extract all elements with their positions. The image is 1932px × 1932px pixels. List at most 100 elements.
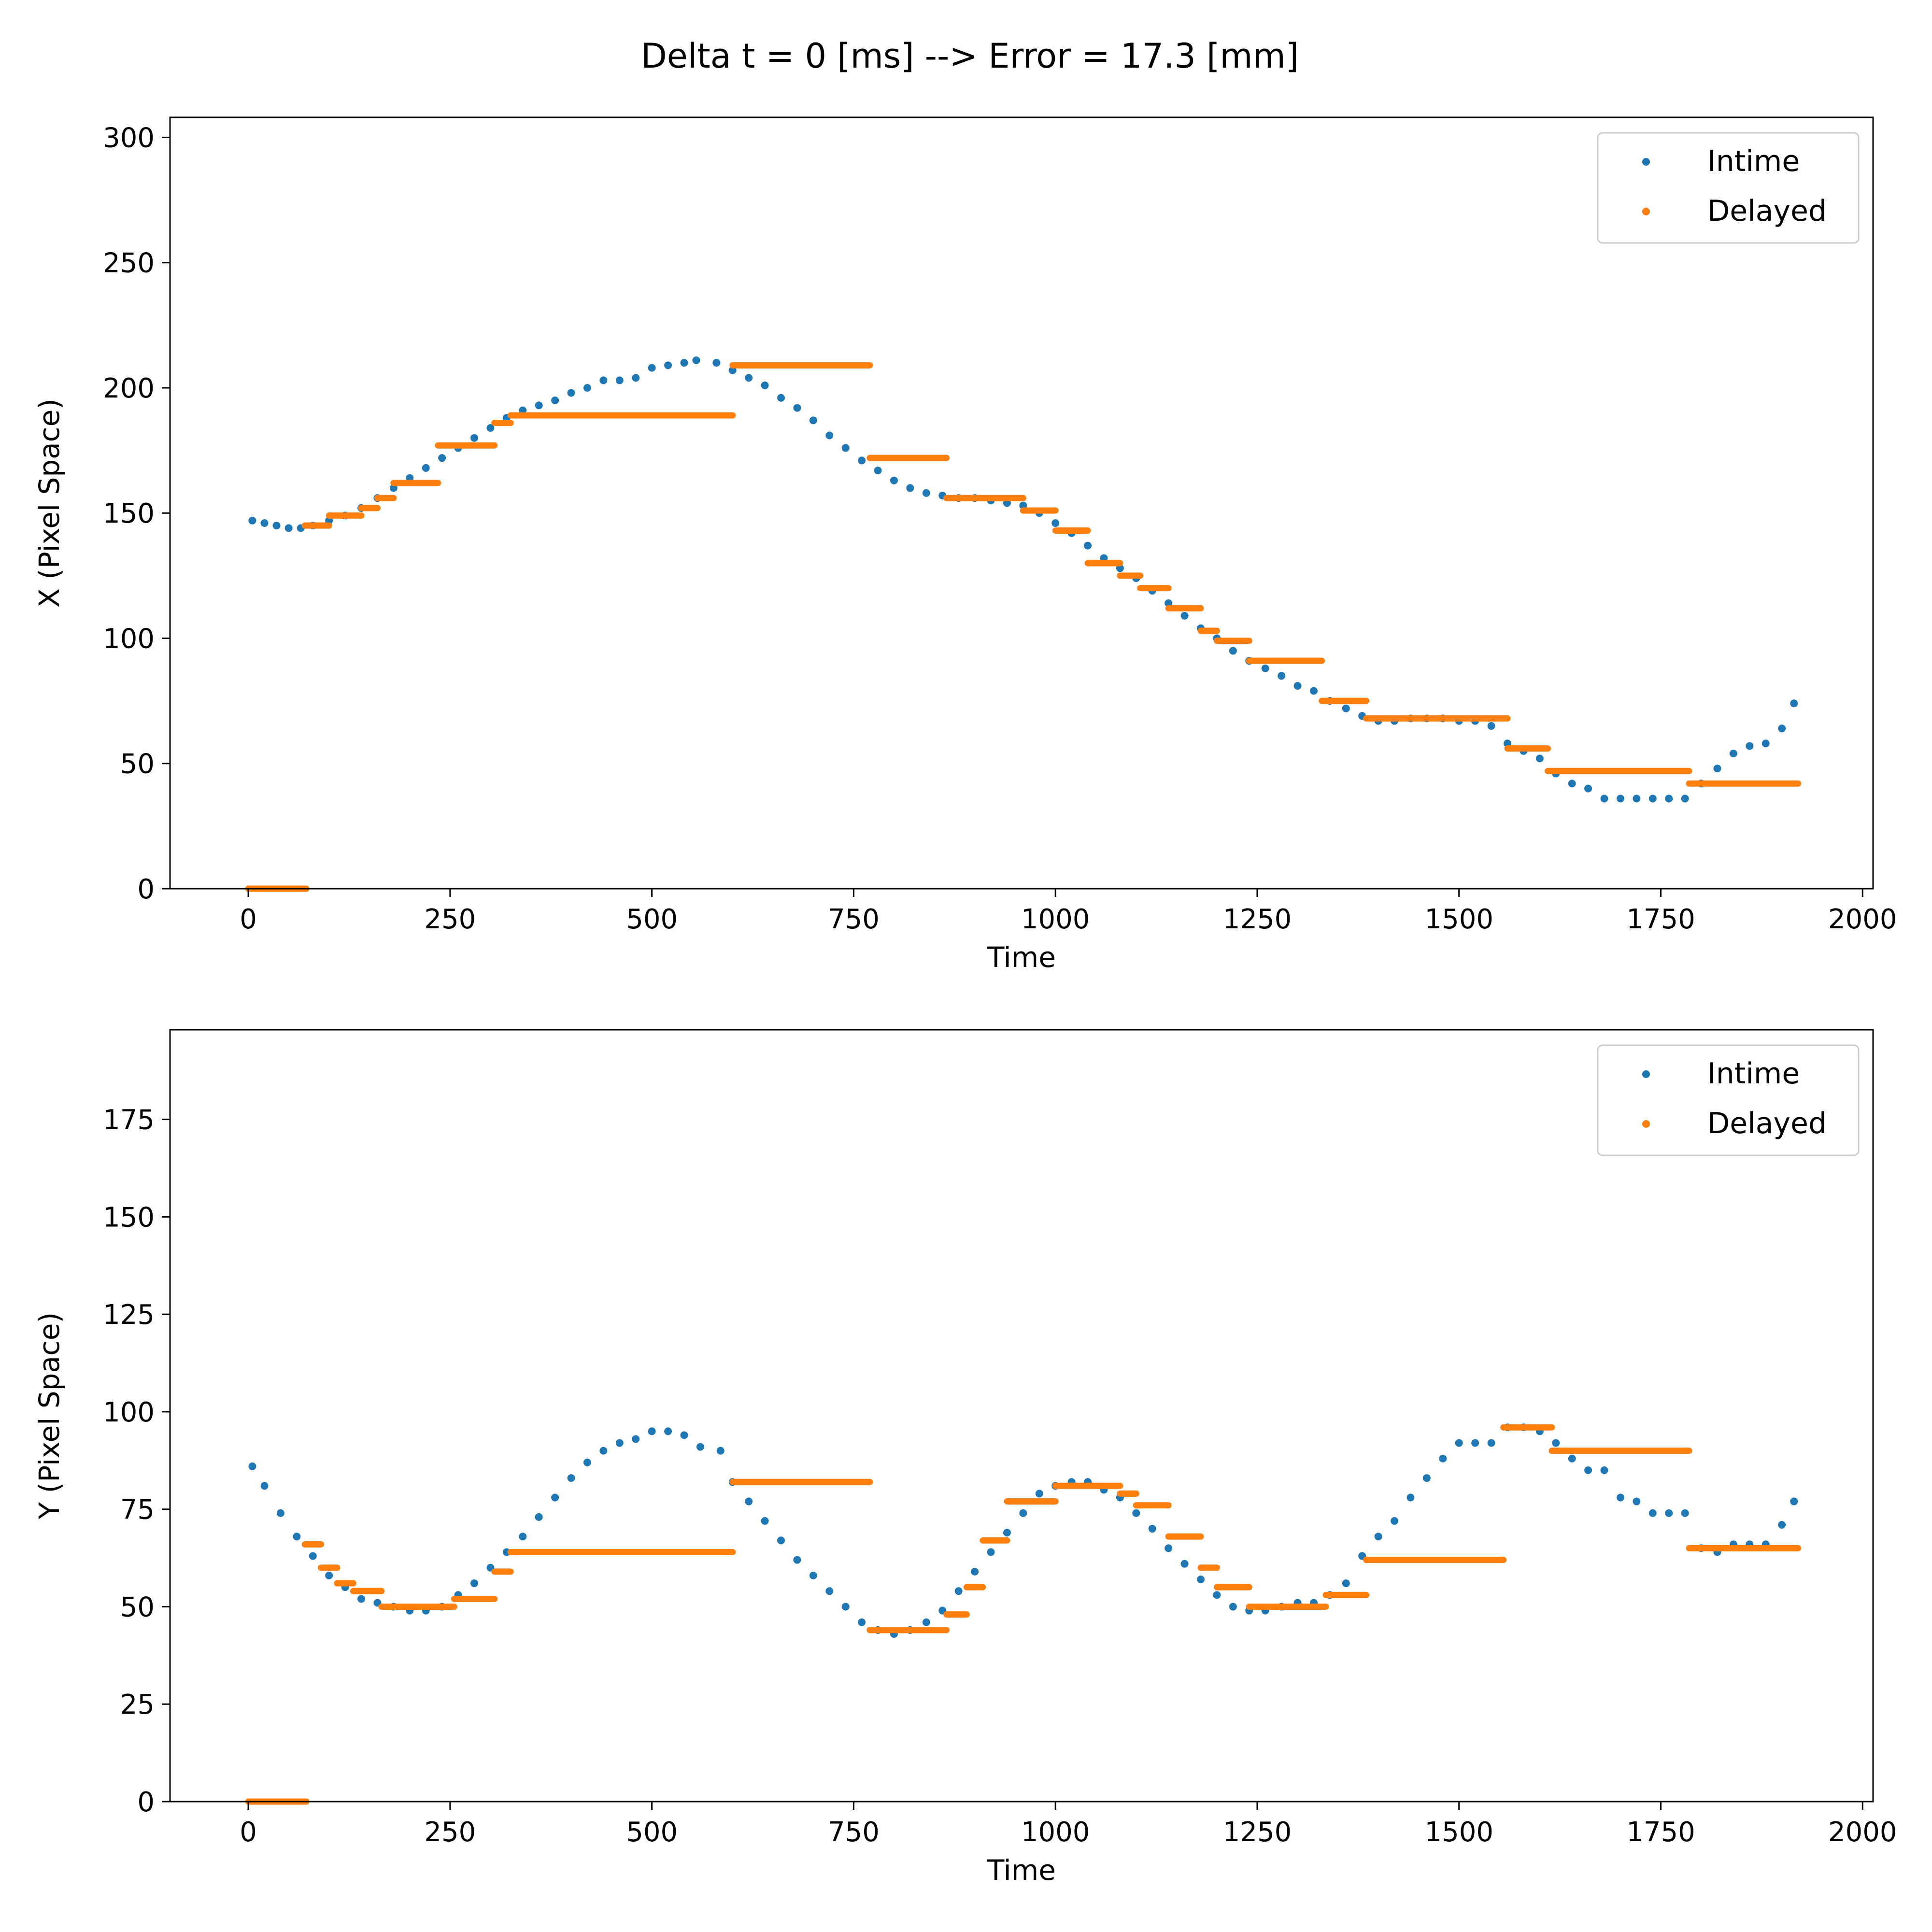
intime-point: [1229, 647, 1237, 655]
intime-point: [1422, 1474, 1431, 1482]
intime-point: [648, 1427, 656, 1435]
y-tick-label: 25: [120, 1689, 155, 1720]
intime-point: [1648, 1509, 1657, 1517]
legend-delayed-label: Delayed: [1707, 1107, 1827, 1140]
y-tick-label: 100: [103, 623, 155, 654]
legend-box: [1597, 1044, 1860, 1156]
legend-delayed-label: Delayed: [1707, 194, 1827, 228]
intime-point: [632, 374, 640, 382]
intime-point: [1342, 1579, 1350, 1588]
intime-point: [971, 1567, 979, 1576]
intime-point: [1584, 784, 1592, 793]
x-tick-label: 750: [828, 904, 880, 935]
intime-point: [470, 434, 479, 442]
intime-point: [583, 1458, 591, 1466]
intime-point: [1616, 1493, 1624, 1502]
intime-point: [260, 1482, 269, 1490]
y-tick-label: 200: [103, 373, 155, 404]
intime-point: [745, 374, 753, 382]
intime-point: [272, 522, 281, 530]
intime-point: [1278, 672, 1286, 680]
intime-point: [664, 1427, 672, 1435]
intime-point: [696, 1443, 704, 1451]
intime-point: [1552, 1439, 1560, 1447]
intime-point: [260, 519, 269, 527]
legend-intime-marker: [1642, 1070, 1650, 1078]
y-tick-label: 150: [103, 498, 155, 529]
intime-point: [1391, 1517, 1399, 1525]
intime-point: [777, 394, 785, 402]
x-tick-label: 1750: [1626, 904, 1695, 935]
intime-point: [309, 1552, 317, 1560]
intime-point: [712, 359, 721, 367]
intime-point: [551, 1493, 559, 1502]
x-tick-label: 250: [424, 1817, 476, 1848]
intime-point: [1648, 795, 1657, 803]
axes-frame: [169, 116, 1874, 890]
intime-point: [906, 484, 914, 492]
x-tick-label: 1000: [1021, 1817, 1090, 1848]
intime-point: [1487, 1439, 1495, 1447]
y-tick-label: 150: [103, 1202, 155, 1233]
x-tick-label: 2000: [1828, 1817, 1897, 1848]
intime-point: [599, 376, 608, 384]
intime-point: [599, 1447, 608, 1455]
intime-point: [1681, 1509, 1689, 1517]
intime-point: [1132, 1509, 1140, 1517]
intime-point: [777, 1536, 785, 1545]
intime-point: [1600, 795, 1608, 803]
intime-point: [858, 456, 866, 465]
y-axis-label: Y (Pixel Space): [33, 1312, 66, 1520]
intime-point: [809, 416, 817, 425]
intime-point: [1003, 1529, 1011, 1537]
x-position-axes: 0 250 500 750 1000 1250 1500 1750 2000 0 50 100 150 2…: [33, 116, 1897, 974]
intime-point: [664, 361, 672, 369]
intime-point: [987, 1548, 995, 1556]
y-tick-label: 50: [120, 749, 155, 780]
intime-point: [692, 356, 700, 364]
intime-point: [680, 359, 688, 367]
intime-point: [519, 1533, 527, 1541]
intime-point: [1778, 724, 1786, 733]
intime-point: [632, 1435, 640, 1443]
intime-point: [1439, 1454, 1447, 1463]
intime-point: [422, 464, 430, 472]
intime-point: [1762, 739, 1770, 748]
intime-point: [1213, 1591, 1221, 1599]
intime-point: [922, 1618, 930, 1626]
x-tick-label: 1500: [1424, 1817, 1493, 1848]
intime-point: [1729, 750, 1737, 758]
x-axis-label: Time: [987, 941, 1056, 974]
intime-point: [858, 1618, 866, 1626]
intime-point: [874, 467, 882, 475]
intime-point: [470, 1579, 479, 1588]
intime-point: [1471, 1439, 1479, 1447]
intime-point: [1568, 780, 1576, 788]
x-tick-label: 0: [240, 1817, 257, 1848]
intime-point: [583, 384, 591, 392]
intime-point: [567, 389, 575, 397]
y-tick-label: 100: [103, 1397, 155, 1428]
intime-point: [1180, 611, 1189, 620]
intime-point: [1084, 541, 1092, 550]
legend-intime-label: Intime: [1707, 144, 1800, 178]
intime-point: [1165, 1544, 1173, 1552]
intime-point: [1374, 1533, 1382, 1541]
intime-point: [793, 1556, 801, 1564]
plot-marks: [245, 1423, 1802, 1805]
intime-point: [825, 1587, 834, 1595]
intime-point: [535, 401, 543, 410]
intime-point: [1293, 682, 1302, 690]
intime-point: [1633, 1497, 1641, 1506]
intime-point: [615, 376, 624, 384]
intime-point: [1633, 795, 1641, 803]
y-position-axes: 0 250 500 750 1000 1250 1500 1750 2000 0 25 50 75 100…: [33, 1029, 1897, 1887]
intime-point: [890, 476, 898, 484]
intime-point: [1746, 742, 1754, 750]
intime-point: [716, 1447, 724, 1455]
intime-point: [1568, 1454, 1576, 1463]
intime-point: [793, 404, 801, 412]
intime-point: [1681, 795, 1689, 803]
x-tick-label: 250: [424, 904, 476, 935]
